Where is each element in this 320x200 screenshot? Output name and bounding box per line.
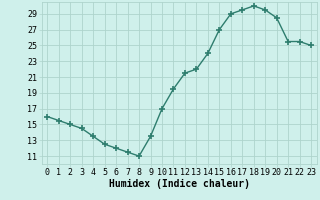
X-axis label: Humidex (Indice chaleur): Humidex (Indice chaleur) xyxy=(109,179,250,189)
